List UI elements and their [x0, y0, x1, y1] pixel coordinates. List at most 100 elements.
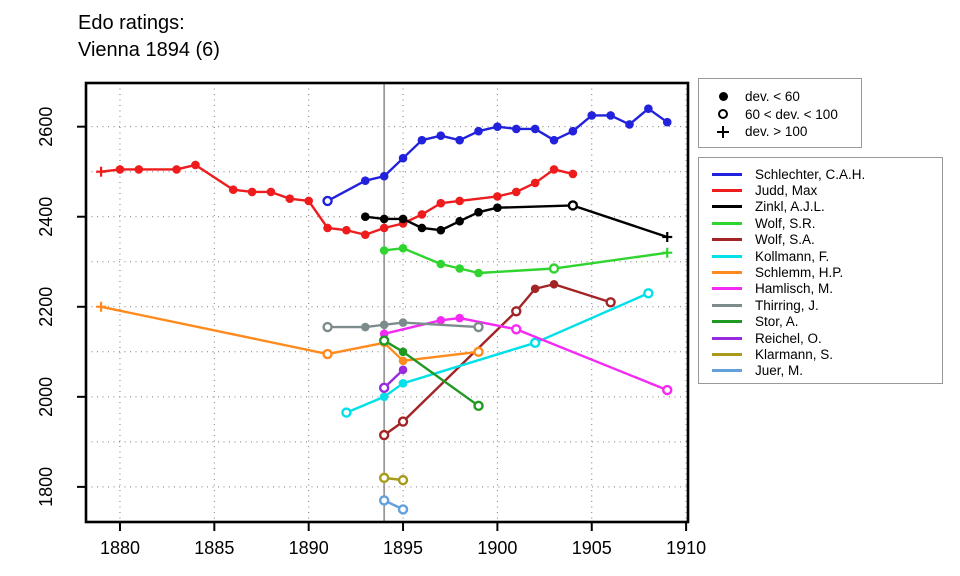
data-point-open: [511, 306, 522, 317]
data-point-filled: [587, 111, 597, 120]
data-point-filled: [398, 347, 408, 357]
series-name-label: Kollmann, F.: [755, 248, 830, 264]
series-name-label: Juer, M.: [755, 363, 804, 379]
series-name-label: Wolf, S.A.: [755, 232, 815, 248]
data-point-filled: [379, 171, 389, 181]
series-hamlisch-m: [379, 313, 673, 396]
data-point-filled: [530, 124, 540, 134]
data-point-filled: [530, 284, 540, 294]
data-point-filled: [247, 187, 257, 197]
data-point-filled: [568, 169, 578, 179]
data-point-filled: [266, 187, 276, 197]
legend-item-klarmann-s: Klarmann, S.: [712, 346, 942, 362]
axes-layer: 1880 1885 1890 1895 1900 1905 1910 1800 2000 2200…: [36, 107, 706, 558]
data-point-filled: [474, 268, 483, 278]
x-tick-label: 1895: [383, 538, 423, 558]
data-point-filled: [134, 165, 144, 174]
series-name-label: Schlemm, H.P.: [755, 265, 844, 281]
data-point-open: [473, 346, 484, 358]
data-point-filled: [285, 194, 295, 204]
data-point-open: [378, 382, 390, 394]
open-circle-icon: [712, 109, 734, 120]
data-point-filled: [644, 104, 653, 113]
series-color-swatch: [712, 254, 742, 258]
y-tick-label: 1800: [36, 467, 56, 507]
legend-item-schlechter-c-a-h: Schlechter, C.A.H.: [712, 166, 942, 182]
plus-circle-icon: [712, 125, 734, 138]
filled-marker-icon: [718, 92, 728, 102]
series-color-swatch: [712, 221, 742, 225]
data-point-filled: [115, 165, 125, 174]
data-point-open: [322, 195, 333, 207]
x-tick-label: 1885: [194, 538, 234, 558]
data-point-filled: [398, 318, 408, 327]
series-schlechter-c-a-h: [322, 104, 672, 207]
marker-legend-item: 60 < dev. < 100: [712, 106, 861, 124]
legend-item-juer-m: Juer, M.: [712, 363, 942, 379]
data-point-open: [473, 400, 484, 412]
data-point-open: [511, 324, 522, 335]
series-reichel-o: [378, 365, 408, 394]
series-color-swatch: [712, 287, 742, 291]
series-thirring-j: [322, 318, 484, 333]
data-point-filled: [455, 216, 464, 226]
series-line: [100, 305, 479, 363]
series-color-swatch: [712, 271, 742, 275]
data-point-filled: [172, 165, 181, 174]
data-point-open: [548, 263, 560, 274]
data-point-open: [397, 474, 409, 486]
data-point-open: [322, 348, 333, 360]
series-kollmann-f: [341, 288, 654, 418]
series-name-label: Wolf, S.R.: [755, 215, 816, 231]
data-point-filled: [455, 313, 464, 323]
data-point-open: [397, 416, 409, 427]
legend-item-zinkl-a-j-l: Zinkl, A.J.L.: [712, 199, 942, 215]
chart-title-line2: Vienna 1894 (6): [78, 39, 220, 61]
series-name-label: Thirring, J.: [755, 297, 819, 313]
data-point-open: [322, 321, 333, 333]
open-marker-icon: [718, 109, 728, 120]
data-point-filled: [493, 192, 502, 201]
data-point-filled: [379, 246, 389, 255]
legend-item-wolf-s-r: Wolf, S.R.: [712, 215, 942, 231]
series-name-label: Schlechter, C.A.H.: [755, 166, 866, 182]
data-point-open: [662, 384, 673, 396]
filled-circle-icon: [712, 92, 734, 102]
series-color-swatch: [712, 238, 742, 242]
data-point-filled: [549, 135, 559, 145]
data-point-filled: [398, 214, 408, 224]
plot-border: [84, 81, 690, 524]
series-judd-max: [96, 160, 578, 240]
data-point-filled: [360, 230, 370, 240]
series-name-label: Reichel, O.: [755, 330, 822, 346]
data-point-filled: [398, 379, 408, 388]
chart-title-line1: Edo ratings:: [78, 12, 185, 34]
series-color-swatch: [712, 189, 742, 193]
data-point-filled: [662, 117, 672, 127]
series-line: [100, 163, 574, 236]
legend-item-judd-max: Judd, Max: [712, 182, 942, 198]
marker-legend-label: dev. < 60: [745, 89, 800, 105]
data-point-open: [378, 472, 390, 484]
data-point-filled: [398, 356, 408, 366]
data-point-filled: [606, 111, 615, 120]
data-point-filled: [304, 196, 313, 206]
series-color-swatch: [712, 369, 742, 373]
grid-layer: [86, 83, 688, 522]
legend-item-hamlisch-m: Hamlisch, M.: [712, 281, 942, 297]
data-point-filled: [436, 225, 446, 235]
data-point-filled: [379, 320, 389, 330]
data-point-filled: [625, 120, 634, 129]
series-name-label: Hamlisch, M.: [755, 281, 834, 297]
data-point-filled: [455, 135, 464, 145]
series-layer: [96, 104, 673, 515]
data-point-filled: [360, 212, 370, 222]
series-zinkl-a-j-l: [360, 200, 673, 242]
marker-legend-item: dev. < 60: [712, 88, 861, 106]
data-point-filled: [493, 122, 502, 131]
x-tick-label: 1910: [666, 538, 706, 558]
data-point-filled: [360, 176, 370, 186]
series-line: [383, 316, 668, 392]
marker-legend-label: 60 < dev. < 100: [745, 106, 838, 122]
series-color-swatch: [712, 172, 742, 176]
